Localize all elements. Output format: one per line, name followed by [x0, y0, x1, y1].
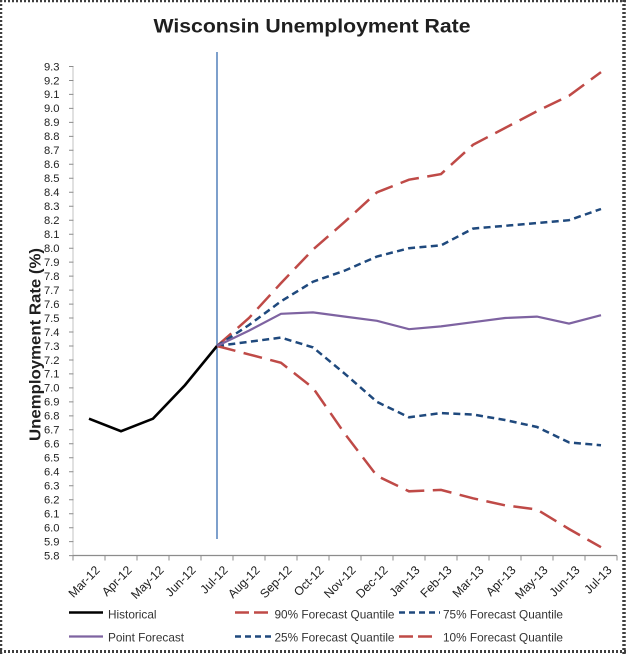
svg-text:8.7: 8.7 [44, 145, 60, 157]
svg-text:8.8: 8.8 [44, 131, 60, 143]
svg-text:Mar-12: Mar-12 [66, 563, 103, 601]
svg-text:6.4: 6.4 [44, 467, 60, 479]
svg-text:May-12: May-12 [128, 563, 167, 602]
svg-text:Jan-13: Jan-13 [387, 563, 423, 600]
svg-text:7.3: 7.3 [44, 341, 60, 353]
svg-text:8.2: 8.2 [44, 215, 60, 227]
svg-text:8.9: 8.9 [44, 117, 60, 129]
svg-text:7.5: 7.5 [44, 313, 60, 325]
svg-text:Dec-12: Dec-12 [353, 563, 391, 601]
svg-text:May-13: May-13 [512, 563, 551, 602]
svg-text:7.1: 7.1 [44, 369, 60, 381]
svg-text:8.5: 8.5 [44, 173, 60, 185]
svg-text:Oct-12: Oct-12 [291, 563, 327, 599]
svg-text:6.5: 6.5 [44, 453, 60, 465]
svg-text:7.7: 7.7 [44, 285, 60, 297]
svg-text:Aug-12: Aug-12 [225, 563, 263, 601]
svg-text:9.0: 9.0 [44, 103, 60, 115]
svg-text:7.2: 7.2 [44, 355, 60, 367]
svg-text:10% Forecast Quantile: 10% Forecast Quantile [443, 631, 563, 645]
svg-text:8.4: 8.4 [44, 187, 60, 199]
svg-text:5.8: 5.8 [44, 550, 60, 562]
svg-text:6.1: 6.1 [44, 509, 60, 521]
svg-text:Point Forecast: Point Forecast [108, 631, 185, 645]
svg-text:Wisconsin Unemployment Rate: Wisconsin Unemployment Rate [154, 16, 471, 38]
svg-text:8.1: 8.1 [44, 229, 60, 241]
svg-text:Unemployment Rate (%): Unemployment Rate (%) [28, 248, 45, 441]
svg-text:Feb-13: Feb-13 [418, 563, 455, 601]
svg-text:6.0: 6.0 [44, 523, 60, 535]
svg-text:8.0: 8.0 [44, 243, 60, 255]
svg-text:Historical: Historical [108, 607, 157, 621]
svg-text:Sep-12: Sep-12 [257, 563, 295, 601]
svg-text:6.7: 6.7 [44, 425, 60, 437]
svg-text:7.0: 7.0 [44, 383, 60, 395]
svg-text:Jun-13: Jun-13 [547, 563, 583, 600]
svg-text:90% Forecast Quantile: 90% Forecast Quantile [275, 607, 395, 621]
svg-text:8.3: 8.3 [44, 201, 60, 213]
svg-text:5.9: 5.9 [44, 536, 60, 548]
svg-text:Nov-12: Nov-12 [321, 563, 359, 601]
svg-text:Mar-13: Mar-13 [450, 563, 487, 601]
svg-text:6.8: 6.8 [44, 411, 60, 423]
svg-text:9.2: 9.2 [44, 75, 60, 87]
svg-text:7.9: 7.9 [44, 257, 60, 269]
svg-text:7.6: 7.6 [44, 299, 60, 311]
svg-text:7.4: 7.4 [44, 327, 60, 339]
svg-text:Jul-13: Jul-13 [581, 563, 614, 597]
svg-text:Jun-12: Jun-12 [163, 563, 199, 600]
svg-text:9.3: 9.3 [44, 61, 60, 73]
svg-text:6.2: 6.2 [44, 495, 60, 507]
svg-text:25% Forecast Quantile: 25% Forecast Quantile [275, 631, 395, 645]
svg-text:75% Forecast Quantile: 75% Forecast Quantile [443, 607, 563, 621]
svg-text:7.8: 7.8 [44, 271, 60, 283]
svg-text:9.1: 9.1 [44, 89, 60, 101]
svg-text:6.6: 6.6 [44, 439, 60, 451]
svg-text:6.9: 6.9 [44, 397, 60, 409]
svg-text:8.6: 8.6 [44, 159, 60, 171]
svg-text:6.3: 6.3 [44, 481, 60, 493]
